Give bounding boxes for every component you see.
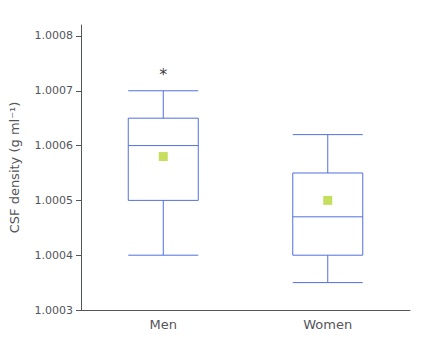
svg-text:Women: Women bbox=[303, 317, 352, 332]
svg-text:1.0006: 1.0006 bbox=[35, 139, 74, 152]
svg-text:1.0008: 1.0008 bbox=[35, 29, 74, 42]
svg-text:Men: Men bbox=[150, 317, 177, 332]
svg-text:1.0004: 1.0004 bbox=[35, 249, 74, 262]
svg-text:1.0007: 1.0007 bbox=[35, 84, 74, 97]
svg-text:CSF density (g ml⁻¹): CSF density (g ml⁻¹) bbox=[7, 102, 22, 234]
svg-text:1.0003: 1.0003 bbox=[35, 304, 74, 317]
svg-text:*: * bbox=[159, 65, 167, 84]
svg-text:1.0005: 1.0005 bbox=[35, 194, 74, 207]
